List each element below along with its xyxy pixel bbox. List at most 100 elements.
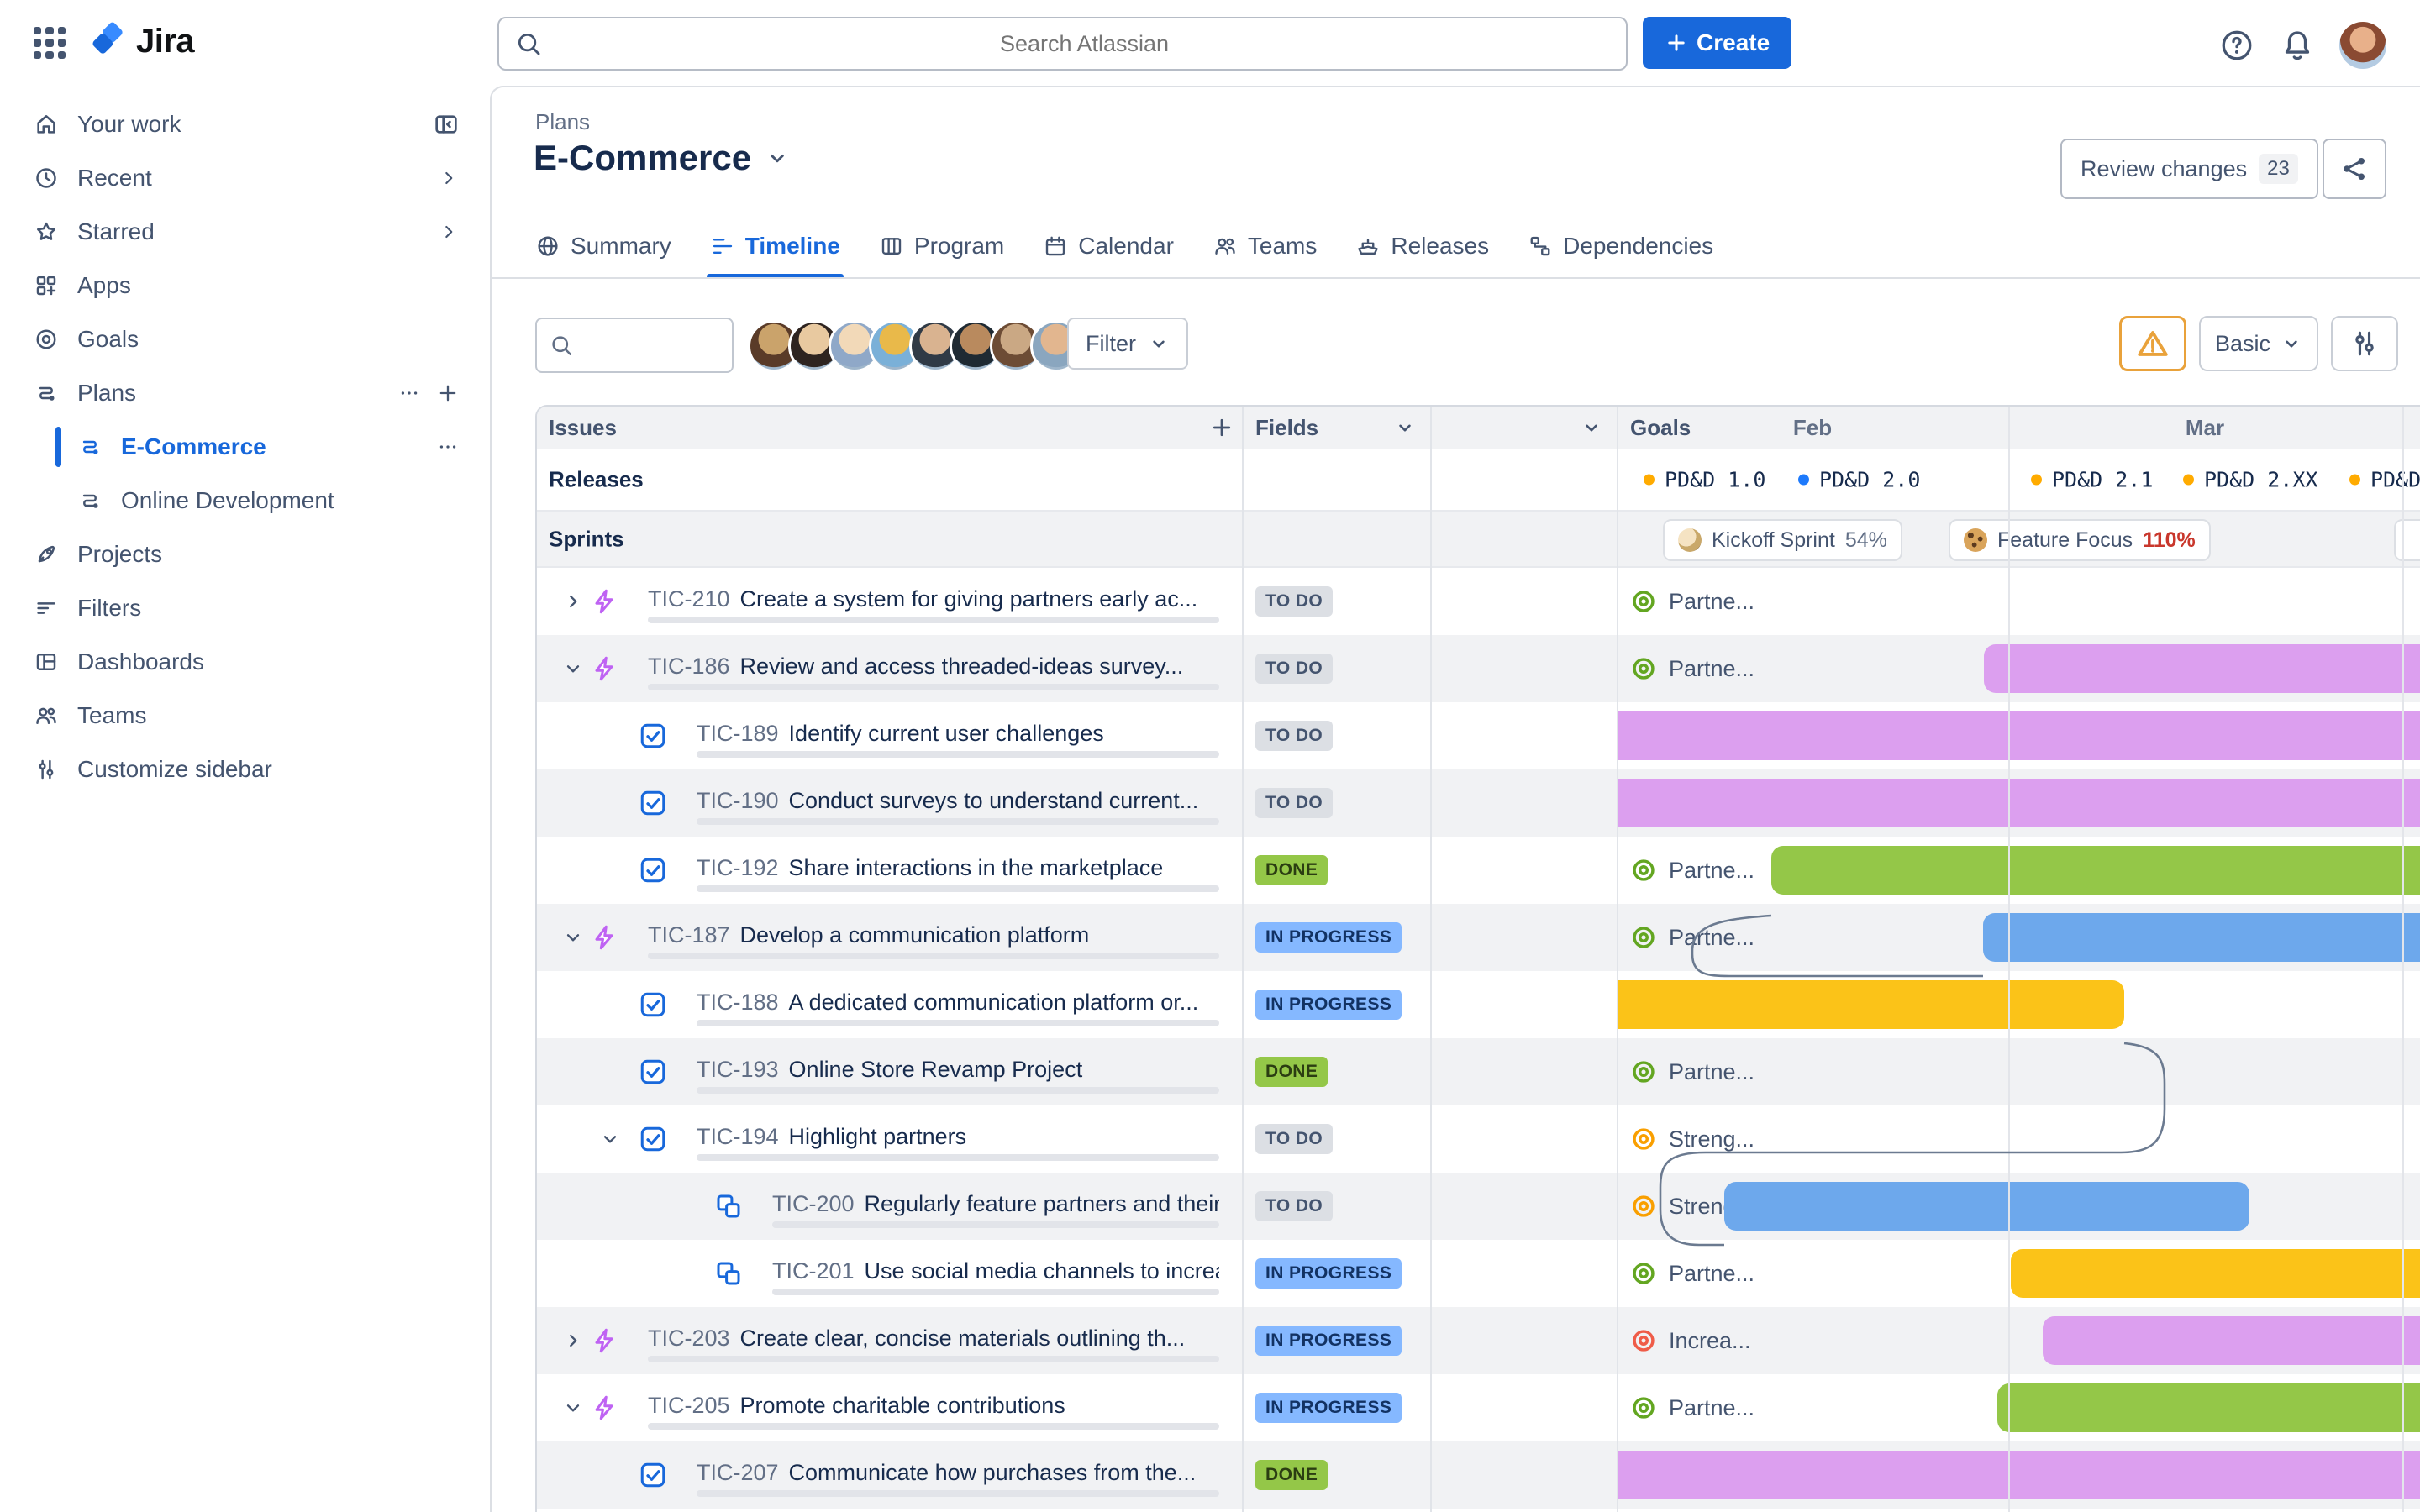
timeline-search-input[interactable]: [581, 331, 710, 360]
sidebar-item-online-development[interactable]: Online Development: [0, 474, 490, 528]
issue-row-tic-189[interactable]: TIC-189 Identify current user challenges T…: [537, 702, 2420, 769]
issue-title[interactable]: TIC-203 Create clear, concise materials o…: [648, 1326, 1219, 1352]
gantt-bar-tic-192[interactable]: [1771, 846, 2420, 895]
gantt-bar-tic-188[interactable]: [1617, 980, 2124, 1029]
sprint-chip[interactable]: Kickoff Sprint 54%: [1663, 519, 1902, 561]
gantt-bar-tic-187[interactable]: [1983, 913, 2420, 962]
add-issue-icon[interactable]: [1209, 415, 1234, 440]
goal-cell[interactable]: Partne...: [1630, 568, 1802, 635]
timeline-search[interactable]: [535, 318, 734, 373]
gantt-bar-tic-205[interactable]: [1997, 1383, 2420, 1432]
breadcrumb[interactable]: Plans: [535, 109, 591, 134]
sidebar-item-filters[interactable]: Filters: [0, 581, 490, 635]
goals-chevron-down-icon[interactable]: [1581, 417, 1602, 438]
status-badge[interactable]: IN PROGRESS: [1255, 1393, 1402, 1423]
status-badge[interactable]: DONE: [1255, 855, 1328, 885]
release-marker[interactable]: PD&D 2.1: [2031, 467, 2153, 491]
release-marker[interactable]: PD&D 1.0: [1644, 467, 1765, 491]
expand-chevron-icon[interactable]: [562, 658, 584, 680]
status-badge[interactable]: TO DO: [1255, 788, 1334, 818]
warnings-button[interactable]: [2119, 316, 2186, 371]
expand-chevron-icon[interactable]: [562, 1330, 584, 1352]
issue-title[interactable]: TIC-190 Conduct surveys to understand cur…: [697, 788, 1219, 814]
issue-row-tic-210[interactable]: TIC-210 Create a system for giving partne…: [537, 568, 2420, 635]
release-marker[interactable]: PD&D 2.XX: [2183, 467, 2317, 491]
sidebar-item-apps[interactable]: Apps: [0, 259, 490, 312]
status-badge[interactable]: TO DO: [1255, 586, 1334, 617]
issue-title[interactable]: TIC-205 Promote charitable contributions: [648, 1393, 1219, 1419]
goal-cell[interactable]: Partne...: [1630, 1374, 1802, 1441]
create-button[interactable]: Create: [1643, 17, 1792, 69]
sprint-chip[interactable]: Feature Focus 110%: [1949, 519, 2211, 561]
issue-row-tic-192[interactable]: TIC-192 Share interactions in the marketp…: [537, 837, 2420, 904]
issue-row-tic-186[interactable]: TIC-186 Review and access threaded-ideas …: [537, 635, 2420, 702]
sidebar-item-dashboards[interactable]: Dashboards: [0, 635, 490, 689]
share-button[interactable]: [2323, 139, 2386, 199]
release-marker[interactable]: PD&D 2.X: [2349, 467, 2420, 491]
status-badge[interactable]: IN PROGRESS: [1255, 1258, 1402, 1289]
issue-title[interactable]: TIC-188 A dedicated communication platfor…: [697, 990, 1219, 1016]
gantt-bar-tic-207[interactable]: [1617, 1451, 2420, 1499]
status-badge[interactable]: IN PROGRESS: [1255, 922, 1402, 953]
status-badge[interactable]: TO DO: [1255, 1191, 1334, 1221]
issue-title[interactable]: TIC-200 Regularly feature partners and th…: [772, 1191, 1219, 1217]
tab-dependencies[interactable]: Dependencies: [1528, 215, 1713, 277]
tab-teams[interactable]: Teams: [1213, 215, 1317, 277]
notifications-bell-icon[interactable]: [2279, 27, 2316, 64]
gantt-bar-tic-186[interactable]: [1984, 644, 2420, 693]
collapse-icon[interactable]: [433, 111, 460, 138]
review-changes-button[interactable]: Review changes 23: [2060, 139, 2318, 199]
column-divider[interactable]: [1617, 407, 1618, 1512]
issue-title[interactable]: TIC-186 Review and access threaded-ideas …: [648, 654, 1219, 680]
global-search-input[interactable]: [543, 29, 1626, 58]
issue-title[interactable]: TIC-201 Use social media channels to incr…: [772, 1258, 1219, 1284]
view-mode-dropdown[interactable]: Basic: [2199, 316, 2318, 371]
tab-releases[interactable]: Releases: [1355, 215, 1489, 277]
column-divider[interactable]: [1242, 407, 1244, 1512]
assignee-avatar[interactable]: [990, 320, 1042, 372]
goal-cell[interactable]: Partne...: [1630, 837, 1802, 904]
issue-row-tic-200[interactable]: TIC-200 Regularly feature partners and th…: [537, 1173, 2420, 1240]
issue-title[interactable]: TIC-210 Create a system for giving partne…: [648, 586, 1219, 612]
issue-title[interactable]: TIC-194 Highlight partners: [697, 1124, 1219, 1150]
status-badge[interactable]: IN PROGRESS: [1255, 990, 1402, 1020]
issue-row-tic-187[interactable]: TIC-187 Develop a communication platform I…: [537, 904, 2420, 971]
gantt-bar-tic-189[interactable]: [1617, 711, 2420, 760]
chevron-right-icon[interactable]: [438, 167, 460, 189]
user-avatar[interactable]: [2339, 22, 2386, 69]
tab-calendar[interactable]: Calendar: [1043, 215, 1174, 277]
help-icon[interactable]: [2218, 27, 2255, 64]
issue-title[interactable]: TIC-192 Share interactions in the marketp…: [697, 855, 1219, 881]
issue-row-tic-205[interactable]: TIC-205 Promote charitable contributions I…: [537, 1374, 2420, 1441]
goal-cell[interactable]: Partne...: [1630, 1240, 1802, 1307]
gantt-bar-tic-190[interactable]: [1617, 779, 2420, 827]
issue-title[interactable]: TIC-207 Communicate how purchases from th…: [697, 1460, 1219, 1486]
issue-title[interactable]: TIC-187 Develop a communication platform: [648, 922, 1219, 948]
goal-cell[interactable]: Increa...: [1630, 1307, 1802, 1374]
gantt-bar-tic-203[interactable]: [2043, 1316, 2420, 1365]
jira-logo[interactable]: Jira: [89, 22, 195, 60]
release-marker[interactable]: PD&D 2.0: [1798, 467, 1920, 491]
status-badge[interactable]: DONE: [1255, 1057, 1328, 1087]
status-badge[interactable]: TO DO: [1255, 1124, 1334, 1154]
sidebar-item-recent[interactable]: Recent: [0, 151, 490, 205]
status-badge[interactable]: DONE: [1255, 1460, 1328, 1490]
issue-row-tic-207[interactable]: TIC-207 Communicate how purchases from th…: [537, 1441, 2420, 1509]
status-badge[interactable]: TO DO: [1255, 654, 1334, 684]
issue-row-tic-203[interactable]: TIC-203 Create clear, concise materials o…: [537, 1307, 2420, 1374]
sidebar-item-projects[interactable]: Projects: [0, 528, 490, 581]
gantt-bar-tic-200[interactable]: [1724, 1182, 2249, 1231]
expand-chevron-icon[interactable]: [562, 1397, 584, 1419]
status-badge[interactable]: TO DO: [1255, 721, 1334, 751]
tab-program[interactable]: Program: [879, 215, 1004, 277]
tab-summary[interactable]: Summary: [535, 215, 671, 277]
fields-chevron-down-icon[interactable]: [1394, 417, 1416, 438]
app-switcher-icon[interactable]: [34, 27, 66, 59]
issue-row-tic-190[interactable]: TIC-190 Conduct surveys to understand cur…: [537, 769, 2420, 837]
assignee-avatar[interactable]: [950, 320, 1002, 372]
assignee-avatar[interactable]: [829, 320, 881, 372]
filter-button[interactable]: Filter: [1067, 318, 1188, 370]
plus-icon[interactable]: [436, 381, 460, 405]
issue-row-tic-201[interactable]: TIC-201 Use social media channels to incr…: [537, 1240, 2420, 1307]
gantt-bar-tic-201[interactable]: [2011, 1249, 2420, 1298]
